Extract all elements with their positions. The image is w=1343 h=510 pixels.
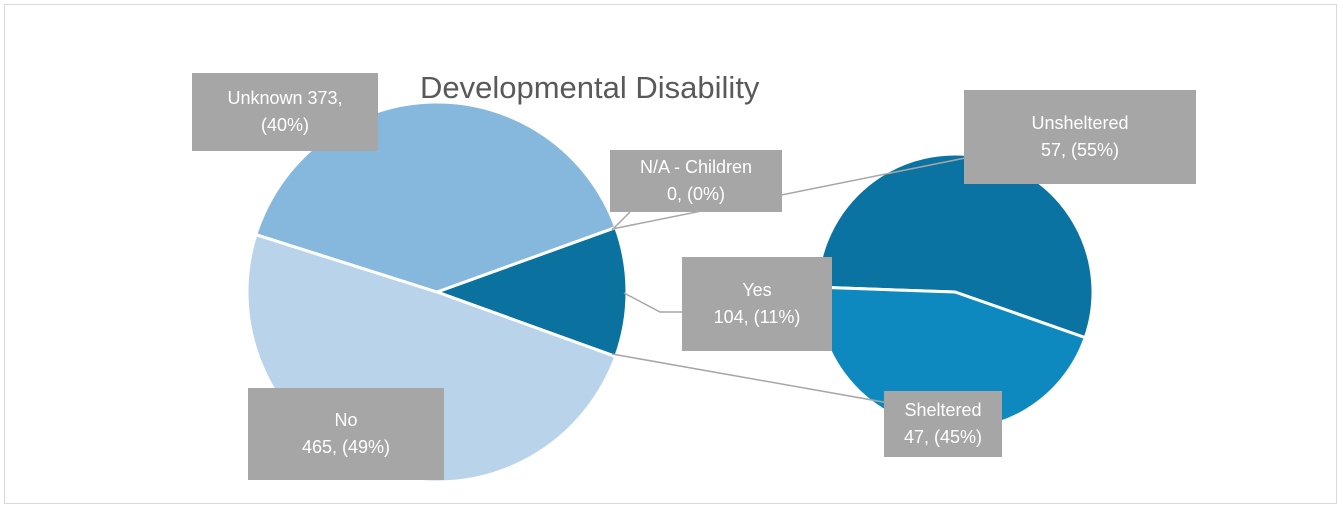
- connector-line-top: [611, 150, 1001, 230]
- data-label-na-children-line2: 0, (0%): [666, 184, 726, 204]
- data-label-sheltered-line1: Sheltered: [904, 400, 982, 420]
- data-label-yes-line2: 104, (11%): [713, 307, 801, 327]
- leader-line-yes: [623, 292, 682, 313]
- data-label-yes: Yes 104, (11%): [682, 257, 832, 351]
- data-label-unknown: Unknown 373, (40%): [192, 73, 378, 151]
- data-label-na-children: N/A - Children 0, (0%): [610, 150, 782, 212]
- data-label-unknown-line1: Unknown 373,: [227, 88, 343, 108]
- data-label-no: No 465, (49%): [248, 388, 444, 480]
- data-label-unsheltered-line2: 57, (55%): [1040, 140, 1120, 160]
- data-label-no-line1: No: [334, 410, 358, 430]
- data-label-unsheltered: Unsheltered 57, (55%): [964, 90, 1196, 184]
- data-label-na-children-line1: N/A - Children: [639, 157, 753, 177]
- data-label-unknown-line2: (40%): [260, 115, 309, 135]
- pie-slice-yes: [435, 225, 629, 359]
- leader-line-na-children: [611, 211, 631, 231]
- data-label-no-line2: 465, (49%): [301, 437, 391, 457]
- data-label-yes-line1: Yes: [742, 280, 772, 300]
- data-label-unsheltered-line1: Unsheltered: [1031, 113, 1129, 133]
- chart-title: Developmental Disability: [420, 70, 760, 105]
- data-label-sheltered-line2: 47, (45%): [903, 427, 983, 447]
- data-label-sheltered: Sheltered 47, (45%): [884, 391, 1002, 457]
